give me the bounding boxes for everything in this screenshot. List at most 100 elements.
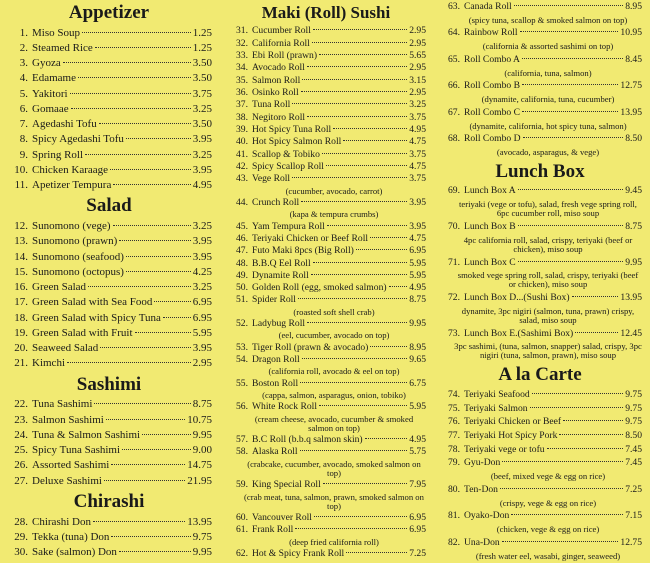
item-name: Oyako-Don: [464, 510, 510, 522]
item-name: Roll Combo A: [464, 53, 520, 65]
item-name: Golden Roll (egg, smoked salmon): [252, 282, 387, 294]
item-name: Lunch Box D...(Sushi Box): [464, 292, 570, 304]
item-price: 12.45: [620, 327, 642, 339]
section-title: Lunch Box: [495, 160, 585, 182]
item-name: Yam Tempura Roll: [252, 220, 325, 232]
item-number: 6.: [19, 102, 28, 115]
item-name: Apetizer Tempura: [32, 179, 112, 192]
item-name: B.C Roll (b.b.q salmon skin): [252, 434, 363, 446]
item-name: Green Salad with Sea Food: [32, 296, 153, 309]
item-name: Teriyaki vege or tofu: [464, 443, 545, 455]
menu-column: 63. Canada Roll 8.95 (spicy tuna, scallop &…: [432, 0, 650, 563]
item-name: Osinko Roll: [252, 86, 299, 98]
item-price: 2.95: [409, 86, 426, 98]
item-price: 9.45: [625, 185, 642, 197]
menu-item: 61. Frank Roll 6.95: [226, 525, 426, 535]
item-price: 2.95: [409, 62, 426, 74]
item-number: 70.: [448, 221, 460, 233]
item-price: 8.50: [625, 133, 642, 145]
item-name: Lunch Box B: [464, 221, 516, 233]
item-number: 28.: [14, 515, 28, 528]
menu-item: 14. Sunomono (seafood) 3.95: [6, 251, 212, 264]
item-name: Negitoro Roll: [252, 111, 306, 123]
item-number: 53.: [236, 341, 248, 353]
item-number: 48.: [236, 257, 248, 269]
item-description: (crab meat, tuna, salmon, prawn, smoked …: [244, 491, 424, 511]
menu-item: 49. Dynamite Roll 5.95: [226, 269, 426, 281]
item-number: 17.: [14, 296, 28, 309]
item-price: 13.95: [620, 106, 642, 118]
item-price: 8.95: [625, 1, 642, 12]
item-price: 7.25: [625, 483, 642, 495]
item-name: Rainbow Roll: [464, 27, 518, 39]
menu-item: 6. Gomaae 3.25: [6, 102, 212, 116]
item-number: 30.: [14, 546, 28, 559]
menu-item: 80. Ten-Don 7.25: [438, 483, 642, 495]
item-number: 55.: [236, 377, 248, 389]
item-number: 9.: [19, 148, 28, 161]
item-name: Roll Combo C: [464, 106, 520, 118]
item-name: Sunomono (vege): [32, 220, 111, 233]
item-price: 5.65: [409, 49, 426, 61]
item-name: Gomaae: [32, 102, 69, 115]
menu-item: 37. Tuna Roll 3.25: [226, 100, 426, 110]
item-number: 51.: [236, 294, 248, 306]
item-price: 7.45: [625, 457, 642, 469]
item-number: 81.: [448, 510, 460, 522]
item-price: 3.75: [409, 173, 426, 185]
item-name: Boston Roll: [252, 377, 299, 389]
item-name: King Special Roll: [252, 479, 321, 491]
item-name: Sunomono (octopus): [32, 265, 124, 278]
menu-item: 50. Golden Roll (egg, smoked salmon) 4.95: [226, 283, 426, 293]
item-price: 3.95: [192, 163, 212, 176]
menu-item: 65. Roll Combo A 8.45: [438, 53, 642, 65]
item-description: (cream cheese, avocado, cucumber & smoke…: [254, 413, 414, 433]
menu-item: 17. Green Salad with Sea Food 6.95: [6, 297, 212, 309]
item-name: Tuna Sashimi: [32, 398, 93, 411]
item-description: (fresh water eel, wasabi, ginger, seawee…: [475, 550, 621, 561]
item-description: (dynamite, california, hot spicy tuna, s…: [469, 120, 627, 131]
menu-item: 2. Steamed Rice 1.25: [6, 42, 212, 55]
item-price: 2.95: [192, 357, 212, 370]
menu-item: 67. Roll Combo C 13.95: [438, 106, 642, 118]
menu-column: Appetizer 1. Miso Soup 1.25 2. Steamed Rice 1.…: [0, 0, 218, 563]
item-name: Scallop & Tobiko: [252, 148, 320, 160]
menu-item: 58. Alaska Roll 5.75: [226, 447, 426, 457]
item-description: (cappa, salmon, asparagus, onion, tobiko…: [262, 390, 406, 401]
menu-item: 27. Deluxe Sashimi 21.95: [6, 475, 212, 488]
menu-item: 78. Teriyaki vege or tofu 7.45: [438, 443, 642, 455]
item-number: 56.: [236, 401, 248, 413]
item-number: 64.: [448, 27, 460, 39]
item-description: dynamite, 3pc nigiri (salmon, tuna, praw…: [461, 305, 635, 325]
item-description: (california roll, avocado & eel on top): [268, 366, 400, 377]
menu-item: 52. Ladybug Roll 9.95: [226, 319, 426, 329]
item-number: 49.: [236, 269, 248, 281]
item-description: (roasted soft shell crab): [293, 306, 375, 317]
item-name: Edamame: [32, 72, 76, 85]
menu-item: 55. Boston Roll 6.75: [226, 377, 426, 389]
item-price: 8.95: [409, 341, 426, 353]
item-number: 62.: [236, 547, 248, 559]
item-number: 11.: [14, 179, 28, 192]
item-price: 14.75: [187, 459, 212, 472]
menu-item: 62. Hot & Spicy Frank Roll 7.25: [226, 547, 426, 559]
item-name: Miso Soup: [32, 26, 80, 39]
item-number: 20.: [14, 342, 28, 355]
item-price: 4.95: [192, 179, 212, 192]
menu-item: 82. Una-Don 12.75: [438, 537, 642, 548]
menu-item: 56. White Rock Roll 5.95: [226, 402, 426, 412]
item-number: 74.: [448, 388, 460, 400]
item-name: Lunch Box E.(Sashimi Box): [464, 327, 574, 339]
item-number: 65.: [448, 53, 460, 65]
item-price: 13.95: [187, 515, 212, 528]
item-number: 69.: [448, 185, 460, 197]
menu-item: 43. Vege Roll 3.75: [226, 174, 426, 184]
item-description: (crabcake, cucumber, avocado, smoked sal…: [247, 458, 421, 478]
menu-item: 28. Chirashi Don 13.95: [6, 515, 212, 529]
item-name: Spicy Scallop Roll: [252, 160, 324, 172]
item-name: Gyoza: [32, 57, 61, 70]
item-price: 3.50: [192, 72, 212, 85]
item-description: teriyaki (vege or tofu), salad, fresh ve…: [459, 199, 637, 219]
menu-item: 72. Lunch Box D...(Sushi Box) 13.95: [438, 293, 642, 303]
